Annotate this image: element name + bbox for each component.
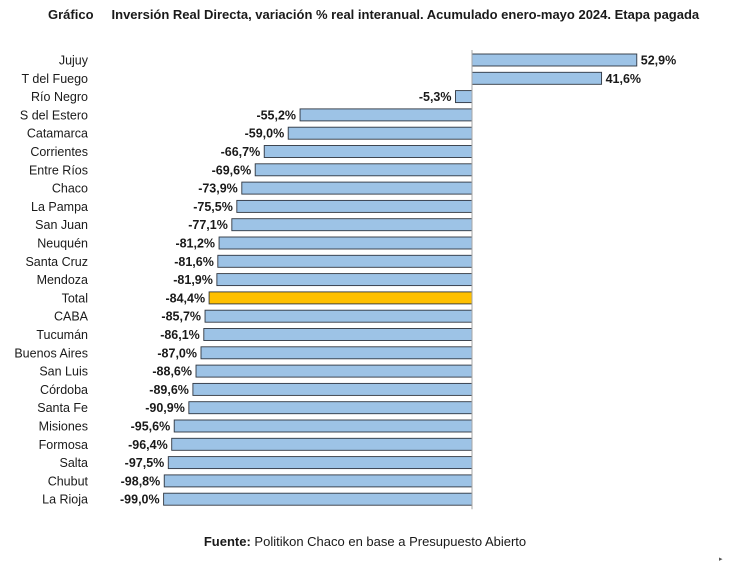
data-label: -75,5% <box>193 200 233 214</box>
category-label: Río Negro <box>31 90 88 104</box>
data-label: 52,9% <box>641 54 676 68</box>
bar <box>204 309 473 323</box>
category-label: La Pampa <box>31 200 88 214</box>
data-label: -81,9% <box>173 273 213 287</box>
bar <box>299 108 473 122</box>
category-label: Salta <box>60 456 89 470</box>
data-label: -96,4% <box>128 438 168 452</box>
data-label: 41,6% <box>606 72 641 86</box>
category-label: Corrientes <box>30 145 88 159</box>
source-text: Politikon Chaco en base a Presupuesto Ab… <box>254 534 527 549</box>
data-label: -84,4% <box>165 291 205 305</box>
bar-chart: Jujuy 52,9% T del Fuego 41,6% Río Negro -5,3%… <box>14 50 676 510</box>
data-label: -97,5% <box>125 456 165 470</box>
bar <box>287 126 473 140</box>
source-note: Fuente: Politikon Chaco en base a Presup… <box>0 534 730 549</box>
data-label: -98,8% <box>121 474 161 488</box>
category-label: Chubut <box>48 474 89 488</box>
data-label: -99,0% <box>120 493 160 507</box>
bar <box>188 401 473 415</box>
bar <box>171 437 473 451</box>
bar <box>254 163 473 177</box>
bar <box>167 456 473 470</box>
bar <box>163 474 473 488</box>
data-label: -81,2% <box>175 237 215 251</box>
bar <box>455 90 473 104</box>
bar <box>471 53 638 67</box>
category-label: Jujuy <box>59 54 89 68</box>
category-label: CABA <box>54 310 89 324</box>
data-label: -86,1% <box>160 328 200 342</box>
bar-highlight <box>208 291 473 305</box>
chart-header: Gráfico Inversión Real Directa, variació… <box>48 7 699 22</box>
bar <box>163 492 473 506</box>
category-label: La Rioja <box>42 493 88 507</box>
category-label: Tucumán <box>36 328 88 342</box>
data-label: -85,7% <box>161 310 201 324</box>
category-label: Neuquén <box>37 237 88 251</box>
bar <box>471 71 603 85</box>
data-label: -90,9% <box>145 401 185 415</box>
category-label: Chaco <box>52 182 88 196</box>
category-label: Formosa <box>39 438 88 452</box>
bar <box>203 328 473 341</box>
bar <box>192 382 473 396</box>
data-label: -81,6% <box>174 255 214 269</box>
corner-mark: ▸ <box>719 556 723 563</box>
category-label: Santa Cruz <box>25 255 88 269</box>
category-label: Santa Fe <box>37 401 88 415</box>
category-label: San Luis <box>39 365 88 379</box>
data-label: -95,6% <box>131 420 171 434</box>
chart-label: Gráfico <box>48 7 94 22</box>
data-label: -88,6% <box>152 365 192 379</box>
bar <box>263 145 473 158</box>
category-label: Mendoza <box>37 273 88 287</box>
category-label: Córdoba <box>40 383 88 397</box>
category-label: S del Estero <box>20 108 88 122</box>
data-label: -89,6% <box>149 383 189 397</box>
bar <box>173 419 473 433</box>
bar <box>241 181 473 195</box>
source-label: Fuente: <box>203 534 251 549</box>
category-label: Misiones <box>39 420 88 434</box>
category-label: San Juan <box>35 218 88 232</box>
category-label: Total <box>62 291 88 305</box>
bar <box>236 199 473 213</box>
data-label: -55,2% <box>256 108 296 122</box>
bar <box>217 254 473 268</box>
bar <box>200 346 473 360</box>
category-label: Buenos Aires <box>14 346 88 360</box>
chart-title: Inversión Real Directa, variación % real… <box>111 7 700 22</box>
bar <box>231 218 473 232</box>
bar <box>218 236 473 250</box>
category-label: Catamarca <box>27 127 88 141</box>
data-label: -69,6% <box>212 163 252 177</box>
data-label: -59,0% <box>245 127 285 141</box>
data-label: -87,0% <box>157 346 197 360</box>
data-label: -66,7% <box>221 145 261 159</box>
data-label: -5,3% <box>419 90 452 104</box>
category-label: Entre Ríos <box>29 163 88 177</box>
data-label: -73,9% <box>198 182 238 196</box>
category-label: T del Fuego <box>22 72 89 86</box>
bar <box>195 364 473 378</box>
data-label: -77,1% <box>188 218 228 232</box>
bar <box>216 273 473 287</box>
